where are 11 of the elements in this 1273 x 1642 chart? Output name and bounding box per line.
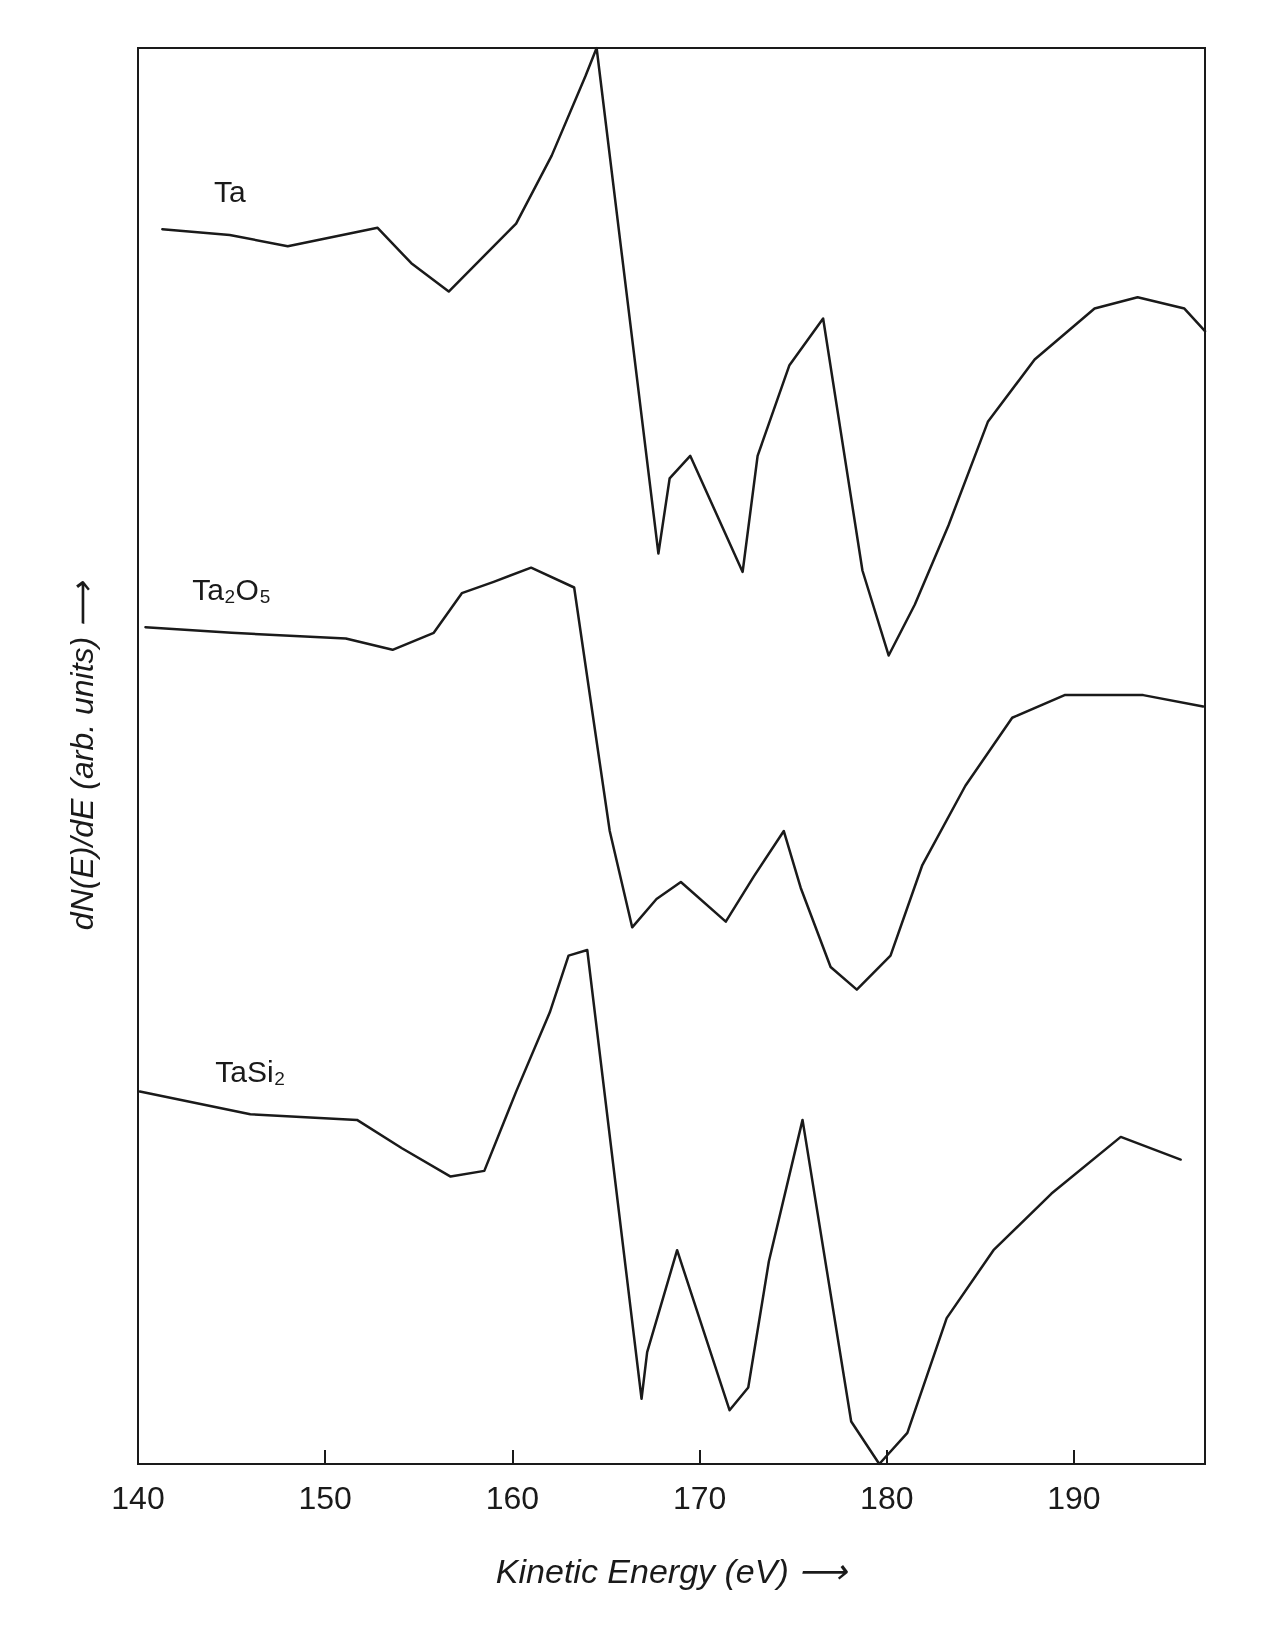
x-tick-label: 140	[111, 1480, 165, 1516]
x-axis-title: Kinetic Energy (eV) ⟶	[495, 1552, 849, 1590]
series-label: Ta	[213, 175, 246, 209]
x-tick-label: 180	[860, 1480, 914, 1516]
y-axis-title: dN(E)/dE (arb. units) ⟶	[64, 580, 100, 931]
x-tick-label: 150	[298, 1480, 352, 1516]
x-tick-label: 190	[1047, 1480, 1101, 1516]
series-label: TaSi₂	[215, 1054, 286, 1088]
series-label: Ta₂O₅	[192, 573, 271, 607]
x-tick-label: 160	[485, 1480, 540, 1516]
x-tick-label: 170	[672, 1480, 727, 1516]
